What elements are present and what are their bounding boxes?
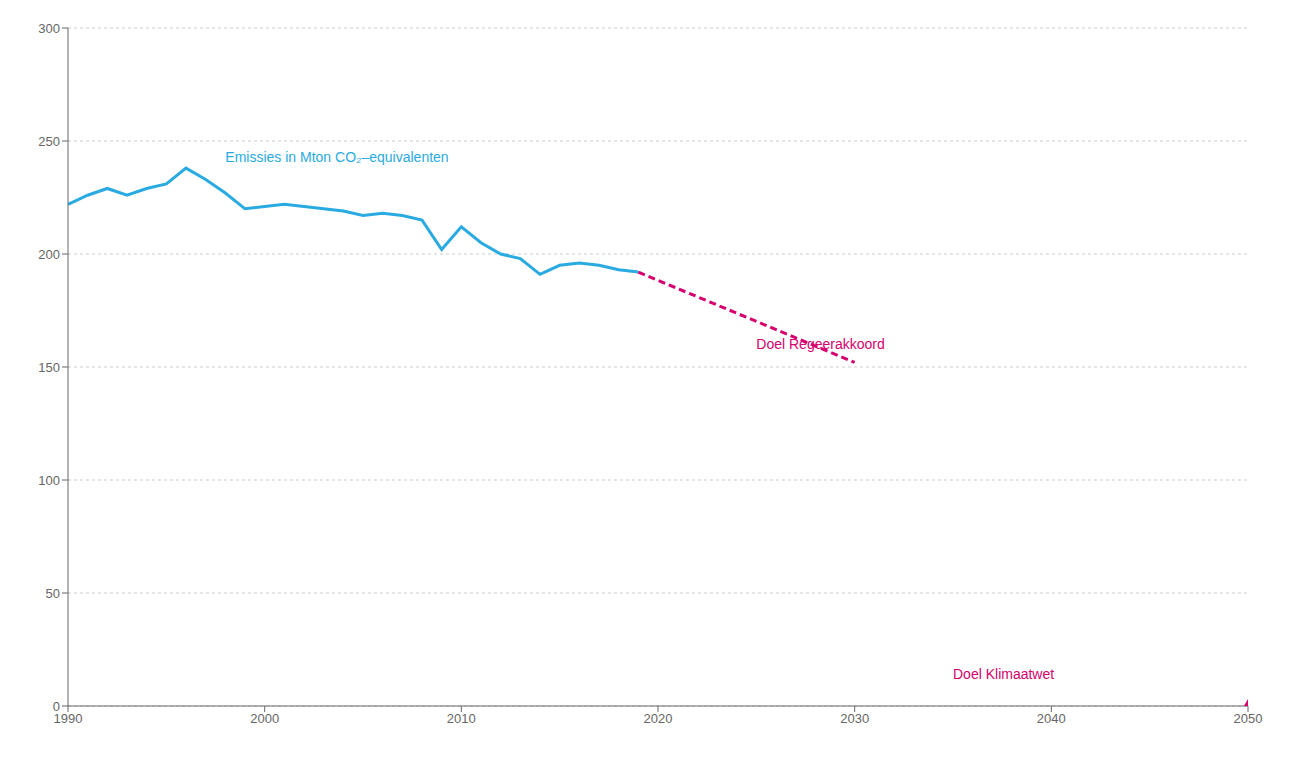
svg-text:2050: 2050 — [1234, 711, 1263, 726]
svg-text:2030: 2030 — [840, 711, 869, 726]
svg-text:2040: 2040 — [1037, 711, 1066, 726]
svg-text:150: 150 — [38, 360, 60, 375]
svg-text:1990: 1990 — [53, 711, 83, 727]
svg-text:0: 0 — [53, 699, 60, 714]
svg-text:Emissies in Mton CO₂–equivalen: Emissies in Mton CO₂–equivalenten — [225, 149, 448, 165]
svg-text:100: 100 — [38, 473, 60, 488]
svg-text:300: 300 — [38, 21, 60, 36]
svg-text:Doel Regeerakkoord: Doel Regeerakkoord — [756, 336, 884, 352]
svg-text:2020: 2020 — [644, 711, 673, 726]
svg-text:250: 250 — [38, 134, 60, 149]
svg-text:2000: 2000 — [250, 711, 279, 726]
svg-text:50: 50 — [46, 586, 60, 601]
svg-text:200: 200 — [38, 247, 60, 262]
svg-text:2010: 2010 — [447, 711, 476, 726]
svg-text:Doel Klimaatwet: Doel Klimaatwet — [953, 666, 1054, 682]
